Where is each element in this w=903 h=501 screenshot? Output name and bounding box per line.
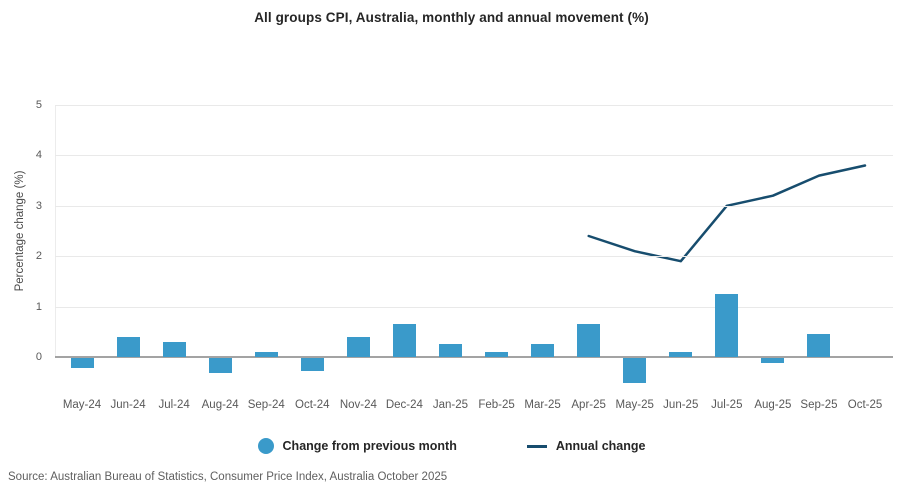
y-tick-label-5: 5	[35, 99, 42, 111]
x-tick-label-Jun-25: Jun-25	[663, 399, 699, 411]
monthly-change-bar-Jul-25[interactable]	[715, 294, 739, 357]
monthly-change-bar-Mar-25[interactable]	[531, 344, 555, 357]
x-tick-label-Oct-25: Oct-25	[847, 399, 883, 411]
legend-label-annual-change: Annual change	[555, 439, 646, 453]
monthly-change-bar-May-24[interactable]	[70, 358, 94, 369]
x-tick-label-Jul-25: Jul-25	[711, 399, 743, 411]
x-tick-label-Jul-24: Jul-24	[158, 399, 190, 411]
x-tick-label-Jun-24: Jun-24	[110, 399, 146, 411]
zero-baseline	[55, 356, 893, 358]
monthly-change-bar-Nov-24[interactable]	[346, 336, 370, 357]
chart-title: All groups CPI, Australia, monthly and a…	[254, 10, 649, 25]
x-tick-label-Dec-24: Dec-24	[385, 399, 423, 411]
monthly-change-bar-Jul-24[interactable]	[162, 341, 186, 357]
x-tick-label-Feb-25: Feb-25	[478, 399, 515, 411]
monthly-change-bar-Aug-24[interactable]	[208, 358, 232, 374]
y-axis-line	[55, 105, 56, 358]
monthly-change-bar-Jun-24[interactable]	[116, 336, 140, 357]
source-attribution: Source: Australian Bureau of Statistics,…	[8, 471, 448, 483]
x-tick-label-May-24: May-24	[62, 399, 102, 411]
gridline-2	[55, 256, 893, 258]
monthly-change-bar-Dec-24[interactable]	[392, 324, 416, 357]
monthly-change-bar-Aug-25[interactable]	[761, 358, 785, 364]
gridline-1	[55, 306, 893, 308]
y-tick-label-3: 3	[35, 199, 42, 212]
monthly-change-bar-May-25[interactable]	[623, 358, 647, 384]
y-tick-label-0: 0	[35, 351, 42, 363]
monthly-change-bar-Oct-24[interactable]	[300, 358, 324, 371]
monthly-change-bar-Feb-25[interactable]	[485, 351, 509, 357]
monthly-change-bar-Sep-24[interactable]	[254, 351, 278, 357]
chart-legend: Change from previous month Annual change	[0, 432, 903, 460]
x-tick-label-Apr-25: Apr-25	[571, 399, 606, 411]
x-tick-label-Nov-24: Nov-24	[339, 399, 377, 411]
gridline-4	[55, 155, 893, 157]
legend-item-monthly-change[interactable]: Change from previous month	[257, 438, 457, 454]
y-tick-label-2: 2	[35, 250, 42, 263]
x-tick-label-Sep-24: Sep-24	[247, 399, 285, 411]
y-axis-title: Percentage change (%)	[14, 170, 26, 292]
y-tick-label-4: 4	[35, 149, 42, 162]
x-tick-label-Sep-25: Sep-25	[800, 399, 838, 411]
legend-label-monthly-change: Change from previous month	[282, 439, 457, 453]
monthly-change-bar-Jan-25[interactable]	[438, 344, 462, 357]
gridline-3	[55, 205, 893, 207]
plot-area	[55, 105, 893, 405]
line-series-marker-icon	[526, 444, 547, 448]
x-tick-label-May-25: May-25	[615, 399, 654, 411]
monthly-change-bar-Sep-25[interactable]	[807, 334, 831, 357]
x-tick-label-Aug-24: Aug-24	[201, 399, 239, 411]
monthly-change-bar-Apr-25[interactable]	[577, 324, 601, 357]
y-tick-label-1: 1	[35, 300, 42, 313]
x-tick-label-Jan-25: Jan-25	[432, 399, 469, 411]
gridline-5	[55, 105, 893, 106]
monthly-change-bar-Jun-25[interactable]	[669, 351, 693, 357]
legend-item-annual-change[interactable]: Annual change	[526, 439, 646, 453]
x-tick-label-Mar-25: Mar-25	[524, 399, 561, 411]
x-tick-label-Oct-24: Oct-24	[295, 399, 330, 411]
bar-series-marker-icon	[257, 438, 274, 454]
x-tick-label-Aug-25: Aug-25	[754, 399, 792, 411]
